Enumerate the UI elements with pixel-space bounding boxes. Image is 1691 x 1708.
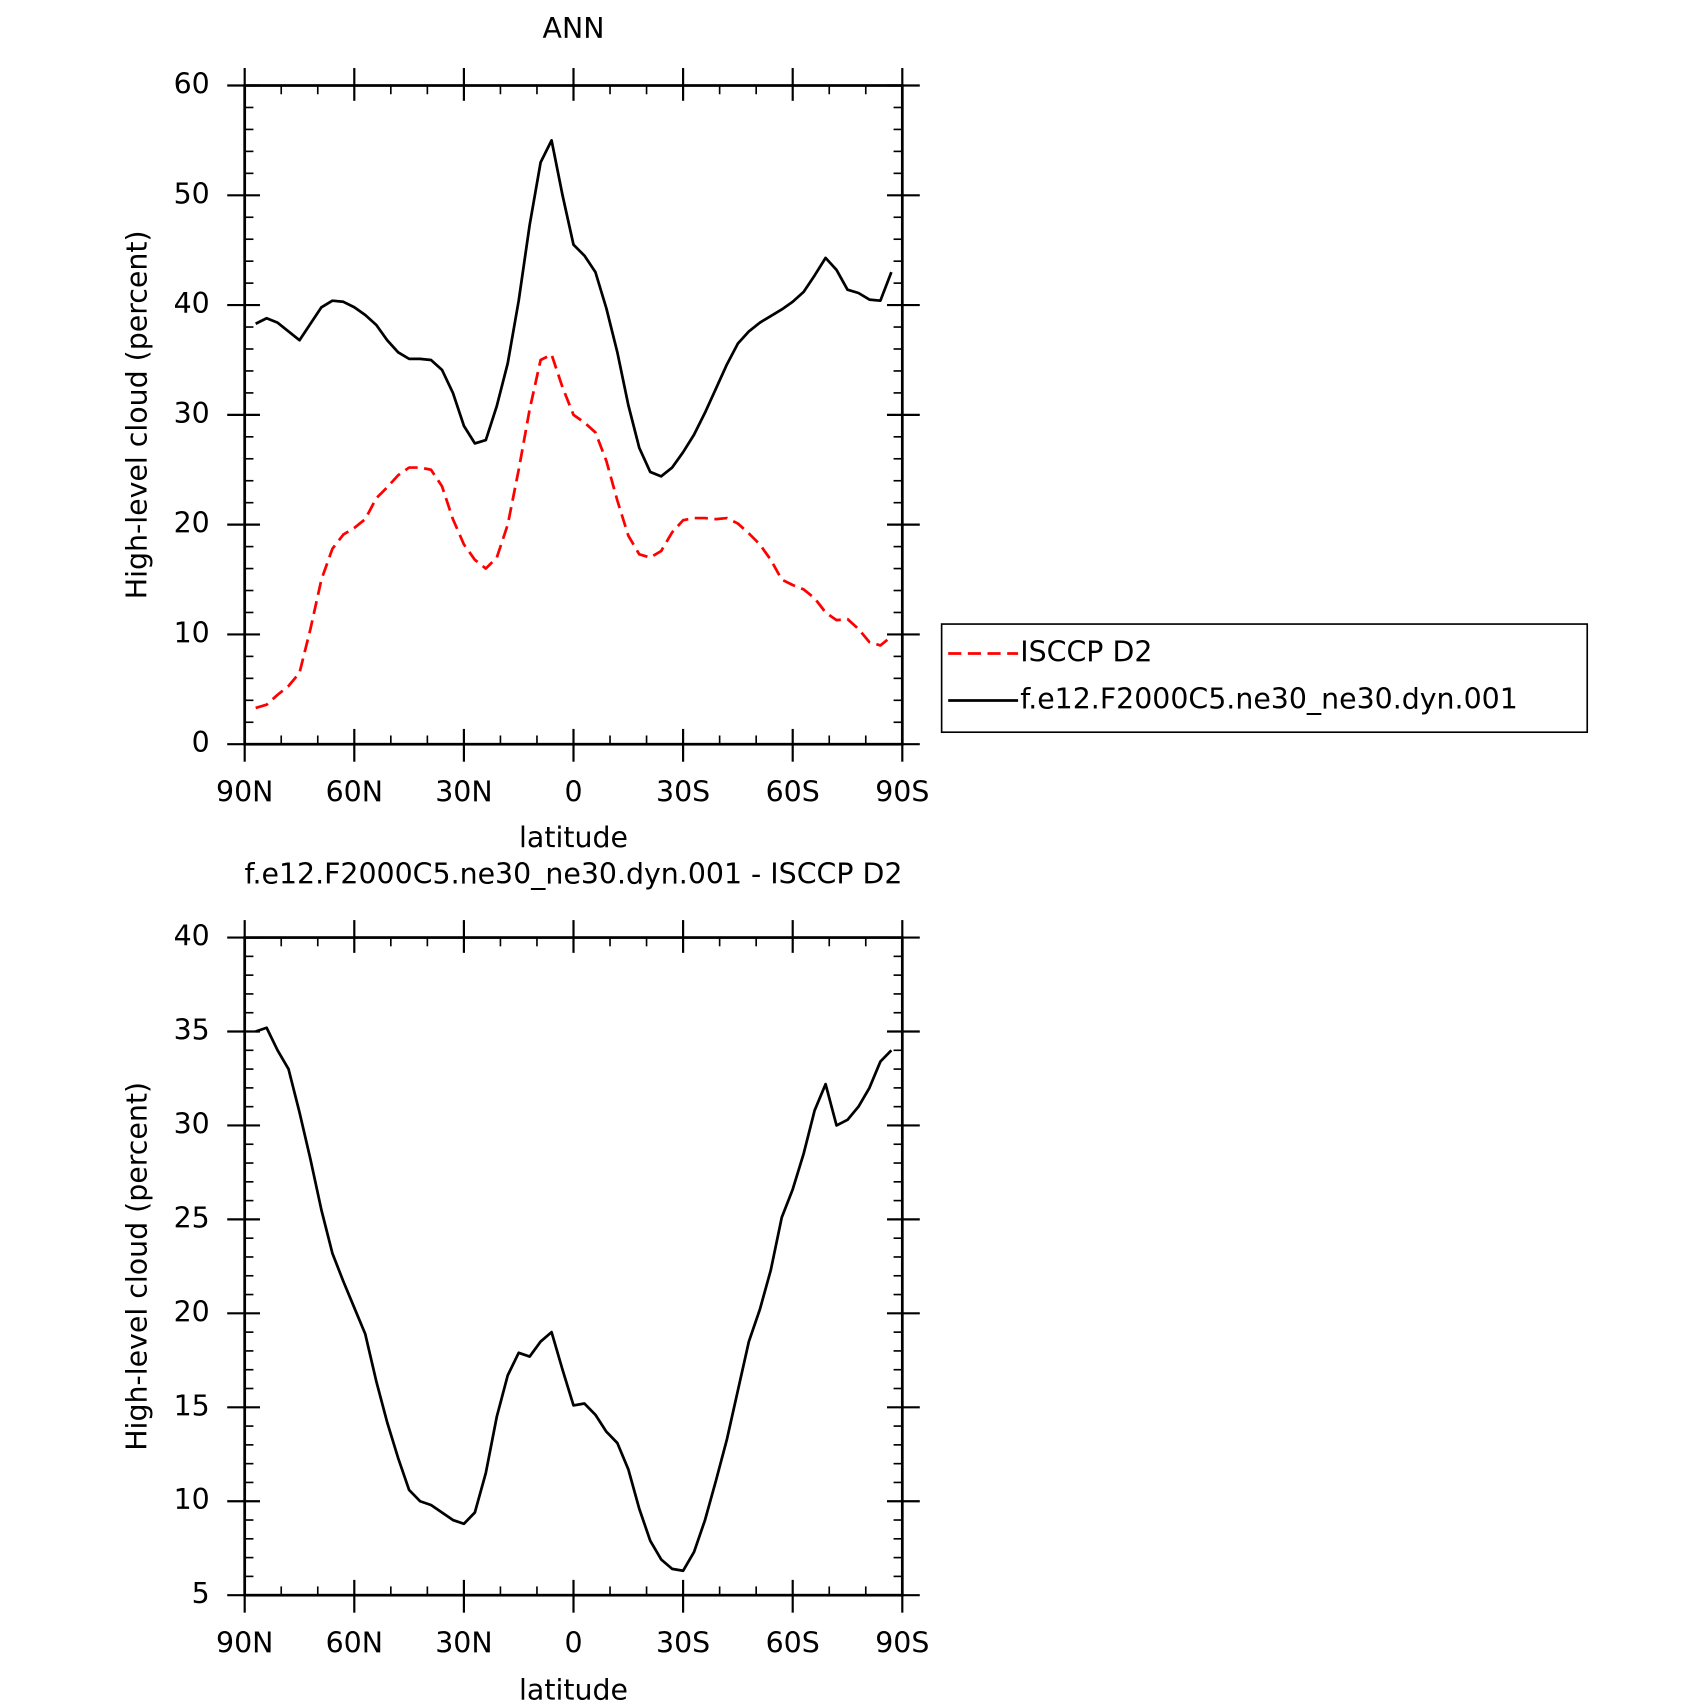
y-tick-label: 15 — [174, 1389, 210, 1422]
x-tick-label: 60S — [766, 1626, 820, 1659]
y-tick-label: 25 — [174, 1201, 210, 1234]
y-tick-label: 20 — [174, 1295, 210, 1328]
y-tick-label: 5 — [192, 1577, 210, 1610]
x-tick-label: 60N — [326, 1626, 383, 1659]
x-tick-label: 90S — [875, 775, 929, 808]
series-line — [255, 353, 893, 710]
x-tick-label: 0 — [564, 775, 582, 808]
y-tick-label: 10 — [174, 616, 210, 649]
legend-label: ISCCP D2 — [1020, 636, 1152, 669]
x-tick-label: 90N — [216, 775, 273, 808]
y-tick-label: 20 — [174, 507, 210, 540]
x-tick-label: 60S — [766, 775, 820, 808]
y-tick-label: 40 — [174, 287, 210, 320]
y-axis-label: High-level cloud (percent) — [121, 1082, 154, 1451]
x-tick-label: 30S — [656, 1626, 710, 1659]
chart-title: f.e12.F2000C5.ne30_ne30.dyn.001 - ISCCP … — [245, 857, 903, 890]
x-axis-label: latitude — [519, 1673, 628, 1706]
y-tick-label: 10 — [174, 1483, 210, 1516]
y-tick-label: 60 — [174, 68, 210, 101]
x-tick-label: 0 — [564, 1626, 582, 1659]
x-tick-label: 30N — [435, 1626, 492, 1659]
plot-frame — [243, 936, 904, 1597]
x-tick-label: 30N — [435, 775, 492, 808]
legend-label: f.e12.F2000C5.ne30_ne30.dyn.001 — [1020, 683, 1517, 716]
x-tick-label: 30S — [656, 775, 710, 808]
y-tick-label: 30 — [174, 1107, 210, 1140]
x-tick-label: 60N — [326, 775, 383, 808]
x-tick-label: 90N — [216, 1626, 273, 1659]
series-line — [255, 1026, 893, 1573]
plot-frame — [243, 84, 904, 746]
y-tick-label: 30 — [174, 397, 210, 430]
legend-box — [940, 623, 1589, 734]
series-line — [255, 139, 893, 478]
y-tick-label: 40 — [174, 920, 210, 953]
y-tick-label: 35 — [174, 1014, 210, 1047]
y-tick-label: 50 — [174, 177, 210, 210]
y-axis-label: High-level cloud (percent) — [121, 230, 154, 599]
y-tick-label: 0 — [192, 726, 210, 759]
x-axis-label: latitude — [519, 821, 628, 854]
x-tick-label: 90S — [875, 1626, 929, 1659]
chart-title: ANN — [543, 12, 605, 45]
